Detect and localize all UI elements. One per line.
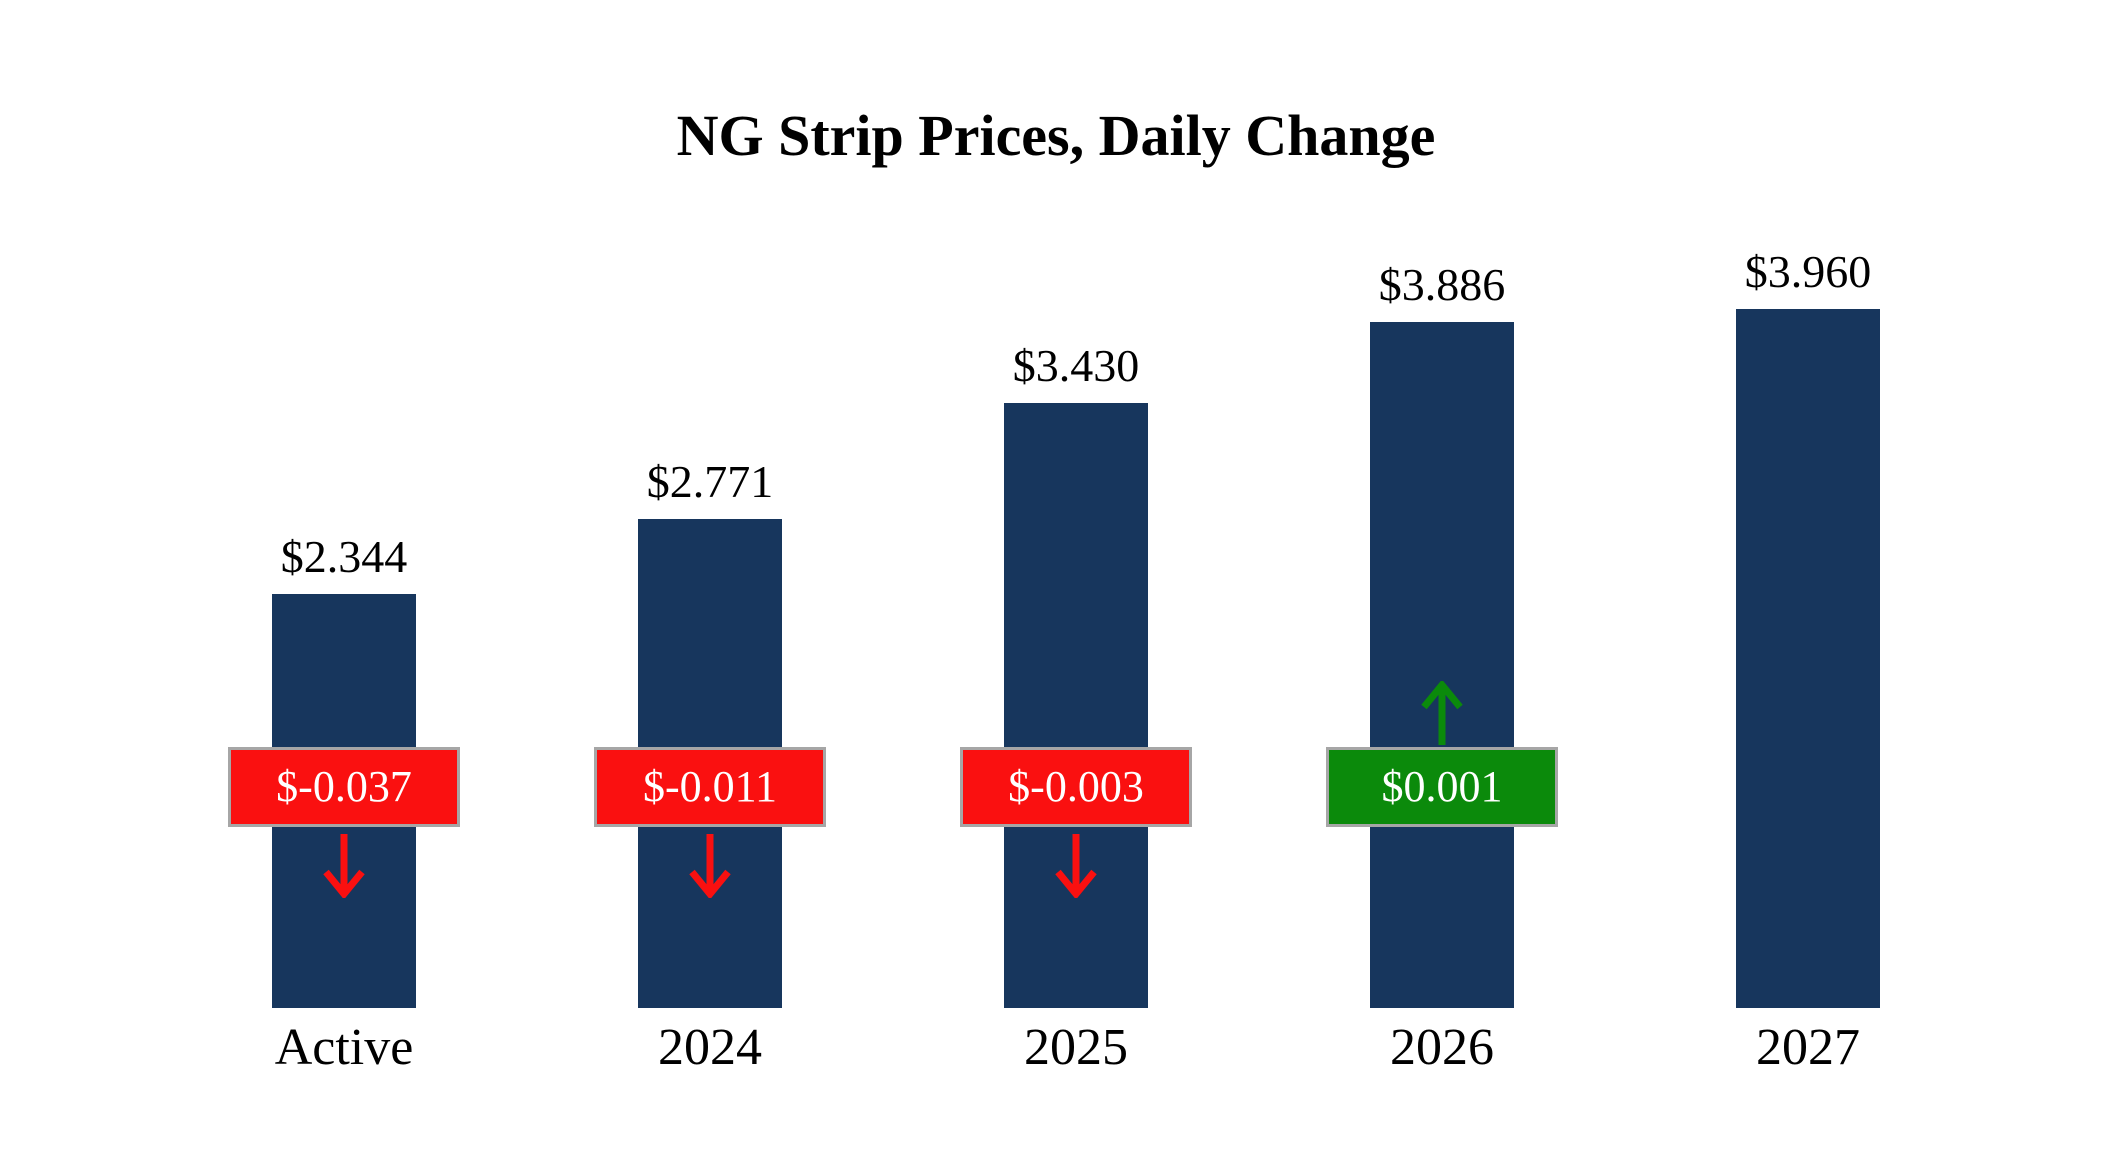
bar-value-label: $2.344 <box>280 531 408 582</box>
bar <box>1004 403 1148 1008</box>
category-label: 2026 <box>1390 1019 1494 1076</box>
bar <box>1370 322 1514 1008</box>
category-label: 2024 <box>658 1019 762 1076</box>
category-label: Active <box>274 1019 414 1076</box>
category-label: 2027 <box>1756 1019 1860 1076</box>
bar <box>1736 309 1880 1008</box>
change-badge-label: $0.001 <box>1381 762 1503 811</box>
bar-group: $2.344 $-0.037 Active <box>224 200 464 1074</box>
bar-value-label: $3.960 <box>1744 246 1872 297</box>
arrow-up-icon <box>1421 681 1463 745</box>
change-badge: $-0.011 <box>594 747 826 827</box>
change-badge: $0.001 <box>1326 747 1558 827</box>
change-badge-label: $-0.037 <box>276 762 412 811</box>
arrow-down-icon <box>323 834 365 898</box>
bar-value-label: $3.430 <box>1012 340 1140 391</box>
change-badge: $-0.003 <box>960 747 1192 827</box>
bar-group: $3.960 2027 <box>1688 200 1928 1074</box>
plot-area: $2.344 $-0.037 Active $2.771 $-0.011 202… <box>224 200 1928 1074</box>
bar-value-label: $2.771 <box>646 456 774 507</box>
bar-group: $2.771 $-0.011 2024 <box>590 200 830 1074</box>
category-label: 2025 <box>1024 1019 1128 1076</box>
arrow-down-icon <box>689 834 731 898</box>
bar-value-label: $3.886 <box>1378 259 1506 310</box>
change-badge: $-0.037 <box>228 747 460 827</box>
bar-group: $3.886 $0.001 2026 <box>1322 200 1562 1074</box>
change-badge-label: $-0.011 <box>642 762 778 811</box>
bar-group: $3.430 $-0.003 2025 <box>956 200 1196 1074</box>
arrow-down-icon <box>1055 834 1097 898</box>
chart-title: NG Strip Prices, Daily Change <box>676 103 1436 168</box>
change-badge-label: $-0.003 <box>1008 762 1144 811</box>
